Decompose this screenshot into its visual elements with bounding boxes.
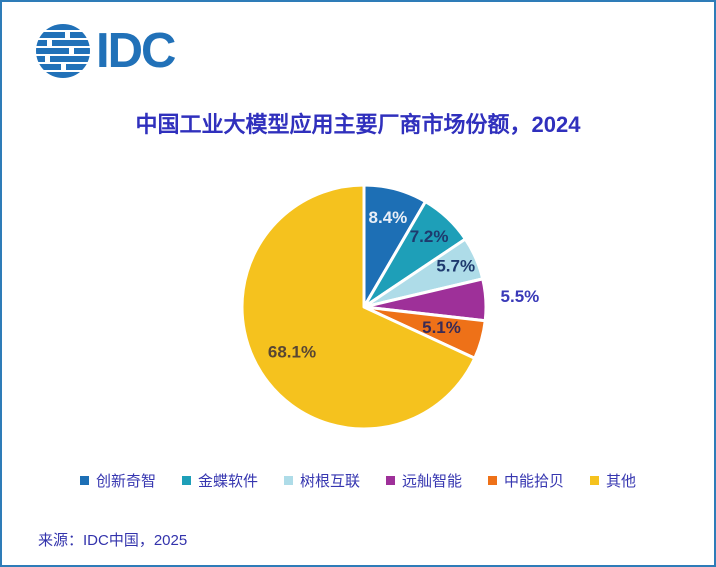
legend-swatch — [488, 476, 498, 485]
pie-slice[interactable] — [240, 183, 477, 431]
pie-label: 5.1% — [422, 318, 461, 337]
legend-label: 其他 — [606, 473, 637, 490]
legend-label: 树根互联 — [299, 473, 360, 490]
pie-label: 5.7% — [436, 256, 475, 275]
legend-label: 金蝶软件 — [197, 473, 258, 490]
legend-swatch — [79, 476, 89, 485]
chart-title: 中国工业大模型应用主要厂商市场份额，2024 — [135, 112, 581, 137]
legend-label: 创新奇智 — [95, 473, 156, 490]
legend-label: 中能拾贝 — [504, 473, 565, 490]
pie-label: 7.2% — [410, 227, 449, 246]
legend-swatch — [283, 476, 293, 485]
pie-label: 5.5% — [501, 287, 540, 306]
legend-item[interactable]: 树根互联 — [283, 470, 360, 491]
legend-swatch — [590, 476, 600, 485]
legend-item[interactable]: 金蝶软件 — [181, 470, 258, 491]
source-note: 来源：IDC中国，2025 — [38, 532, 188, 549]
legend-swatch — [386, 476, 395, 485]
legend-item[interactable]: 创新奇智 — [79, 470, 156, 491]
pie-label: 68.1% — [268, 342, 316, 361]
legend-item[interactable]: 中能拾贝 — [488, 470, 564, 491]
idc-logo-text: IDC — [96, 24, 176, 78]
legend-label: 远舢智能 — [402, 473, 463, 490]
legend-swatch — [181, 476, 191, 485]
idc-globe-icon — [36, 24, 90, 78]
legend: 创新奇智 金蝶软件 树根互联 远舢智能 中能拾贝 其他 — [2, 470, 714, 491]
legend-item[interactable]: 其他 — [590, 470, 636, 491]
idc-logo: IDC — [35, 22, 176, 80]
legend-item[interactable]: 远舢智能 — [386, 470, 462, 491]
pie-label: 8.4% — [369, 208, 408, 227]
